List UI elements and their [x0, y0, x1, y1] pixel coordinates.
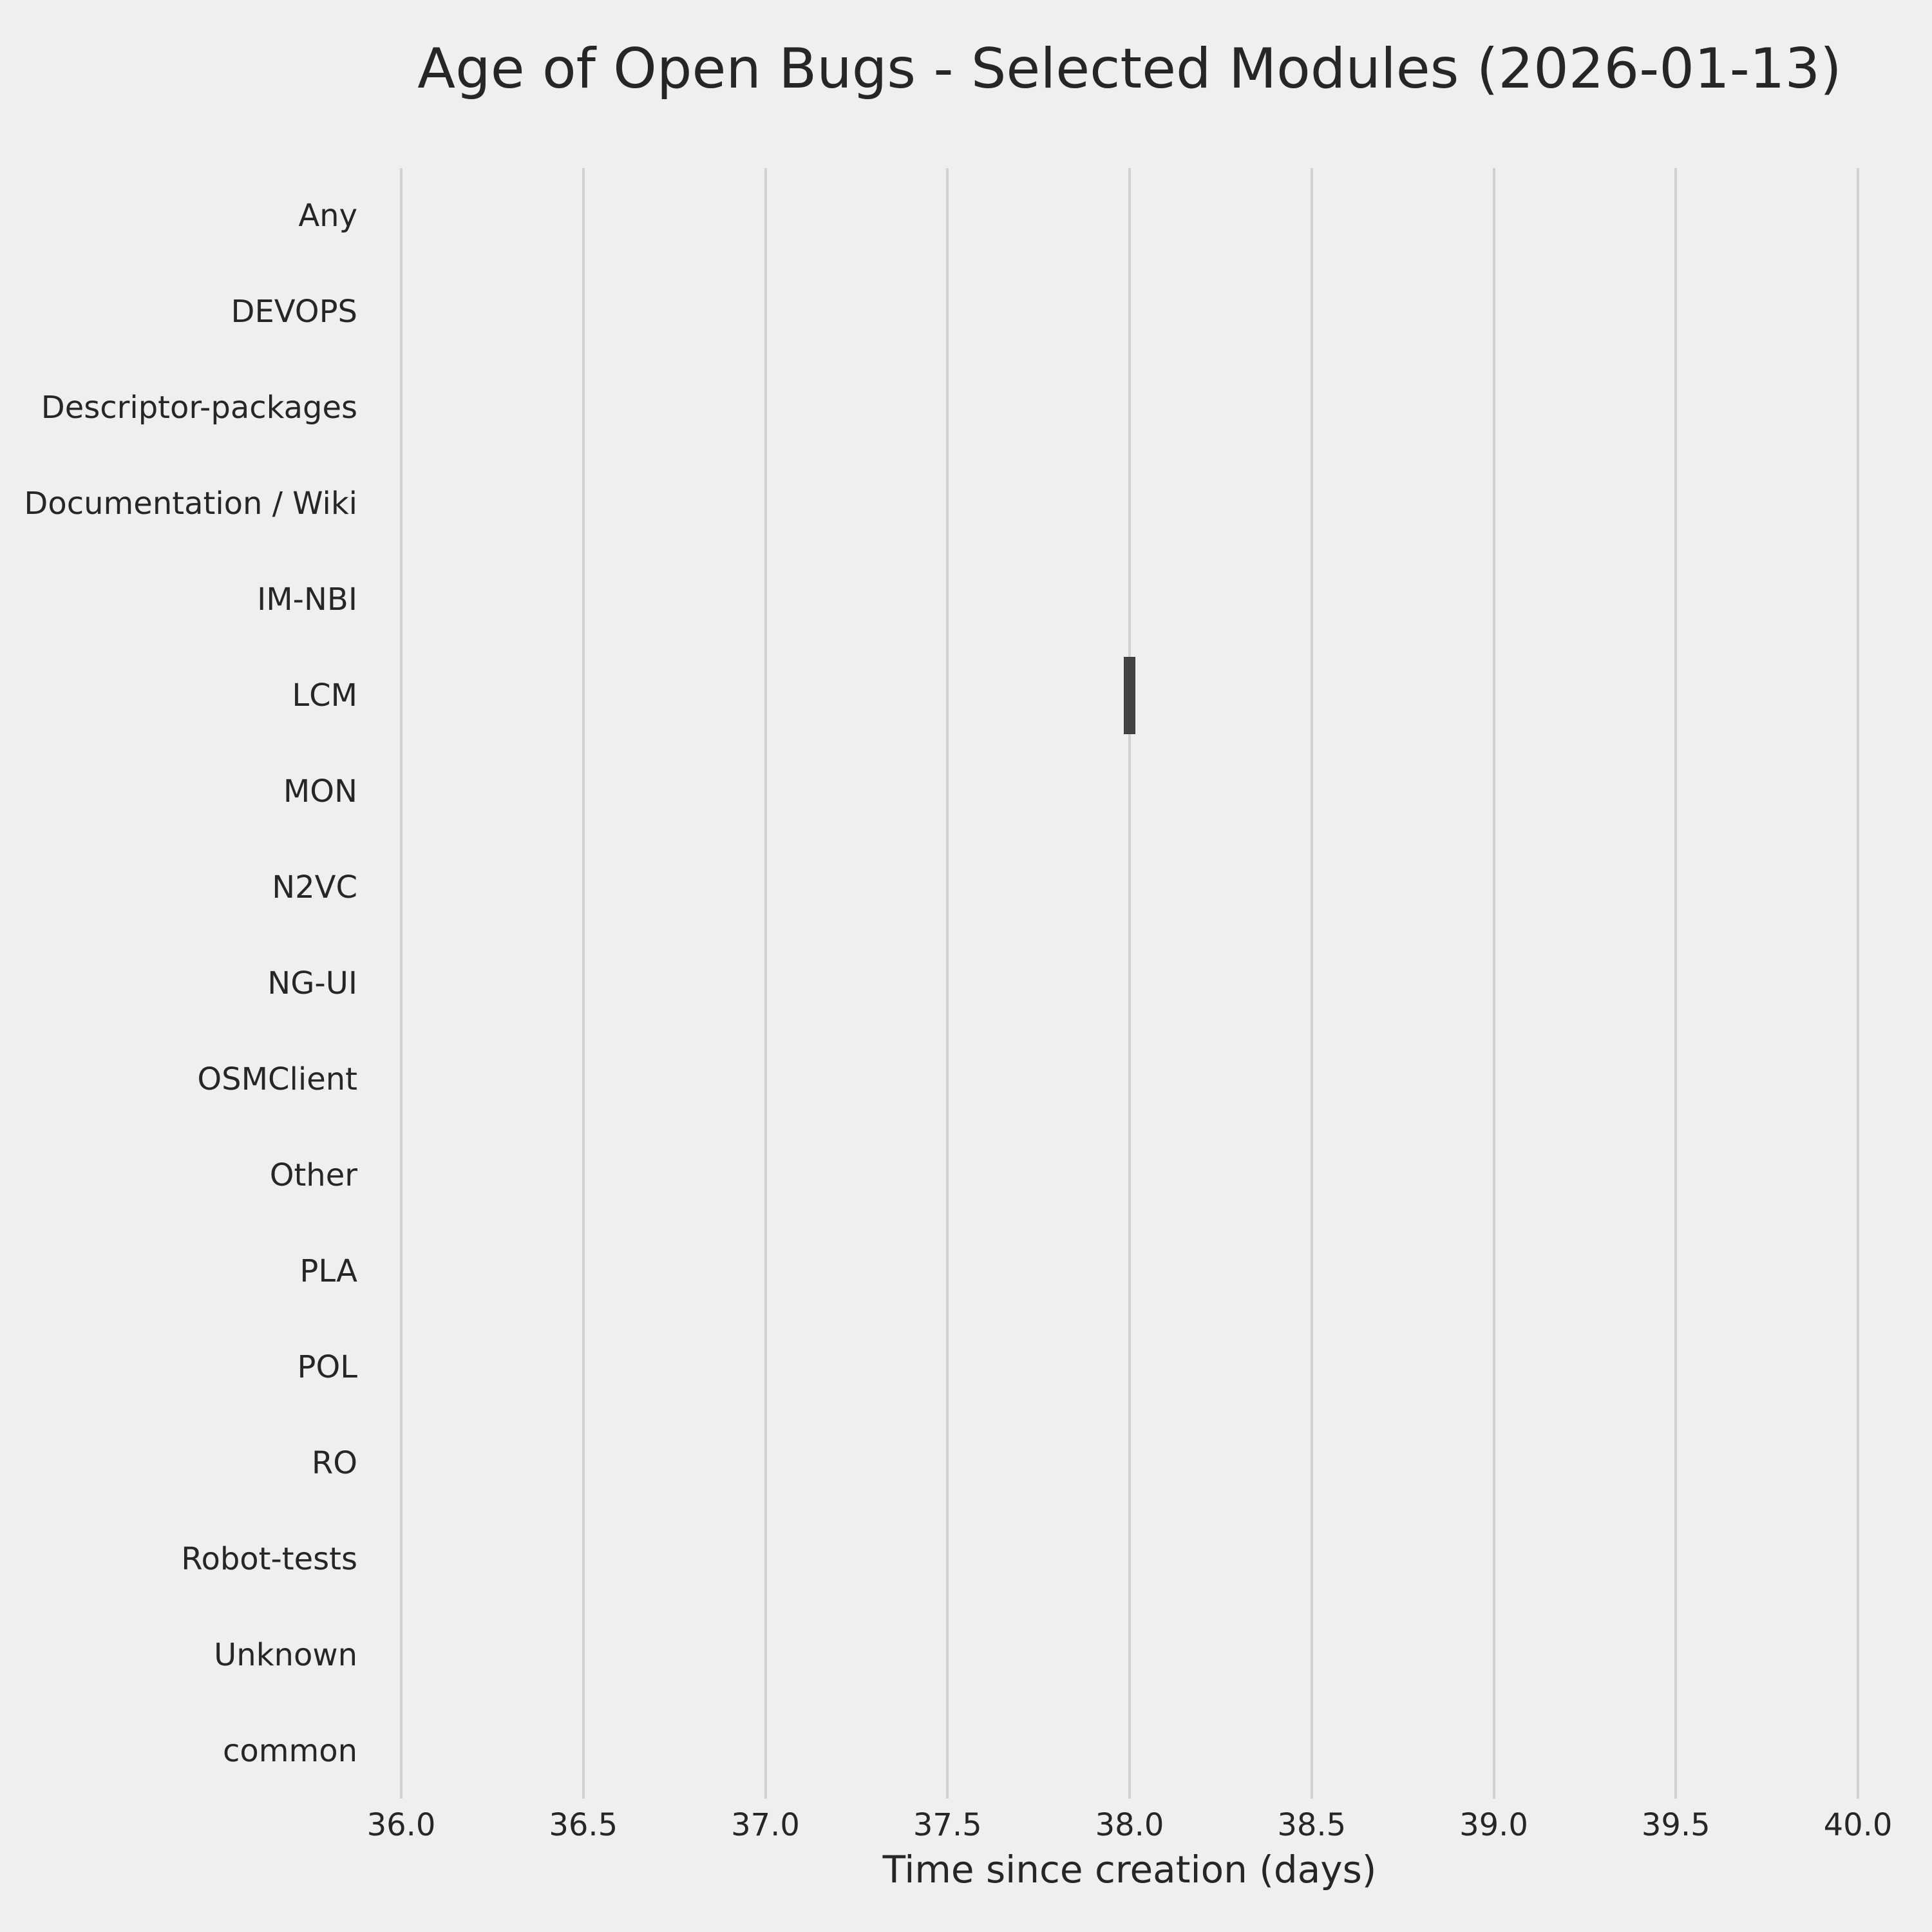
gridline-39.5: [1674, 168, 1678, 1799]
x-tick-label: 38.5: [1277, 1807, 1347, 1843]
x-tick-label: 36.5: [549, 1807, 618, 1843]
gridline-36.0: [400, 168, 402, 1799]
y-tick-label: Documentation / Wiki: [24, 486, 357, 522]
y-tick-label: Descriptor-packages: [41, 390, 357, 426]
y-tick-label: N2VC: [272, 869, 357, 906]
x-tick-label: 36.0: [366, 1807, 436, 1843]
y-tick-label: Robot-tests: [181, 1540, 357, 1577]
gridline-39.0: [1492, 168, 1495, 1799]
x-tick-label: 39.0: [1459, 1807, 1528, 1843]
y-tick-label: DEVOPS: [231, 294, 357, 330]
chart-title: Age of Open Bugs - Selected Modules (202…: [417, 37, 1842, 101]
y-tick-label: RO: [311, 1444, 357, 1481]
plot-area: [400, 168, 1859, 1799]
y-tick-label: POL: [297, 1349, 357, 1385]
gridline-40.0: [1857, 168, 1859, 1799]
box-lcm: [1124, 656, 1135, 735]
gridline-37.0: [764, 168, 767, 1799]
gridline-38.5: [1310, 168, 1313, 1799]
y-tick-label: common: [222, 1732, 357, 1769]
x-tick-label: 37.5: [913, 1807, 982, 1843]
x-tick-label: 37.0: [731, 1807, 800, 1843]
gridline-38.0: [1128, 168, 1131, 1799]
y-tick-label: LCM: [292, 677, 357, 714]
y-tick-label: Any: [298, 198, 357, 234]
y-tick-label: PLA: [299, 1253, 357, 1289]
x-axis-label: Time since creation (days): [882, 1848, 1377, 1891]
x-tick-label: 40.0: [1823, 1807, 1893, 1843]
x-tick-label: 38.0: [1095, 1807, 1164, 1843]
y-tick-label: OSMClient: [197, 1061, 357, 1097]
y-tick-label: MON: [283, 773, 357, 810]
y-tick-label: NG-UI: [267, 965, 357, 1001]
y-tick-label: Unknown: [214, 1636, 357, 1673]
x-tick-label: 39.5: [1641, 1807, 1710, 1843]
y-tick-label: Other: [269, 1157, 357, 1193]
gridline-36.5: [582, 168, 585, 1799]
gridline-37.5: [946, 168, 949, 1799]
y-tick-label: IM-NBI: [257, 582, 357, 618]
